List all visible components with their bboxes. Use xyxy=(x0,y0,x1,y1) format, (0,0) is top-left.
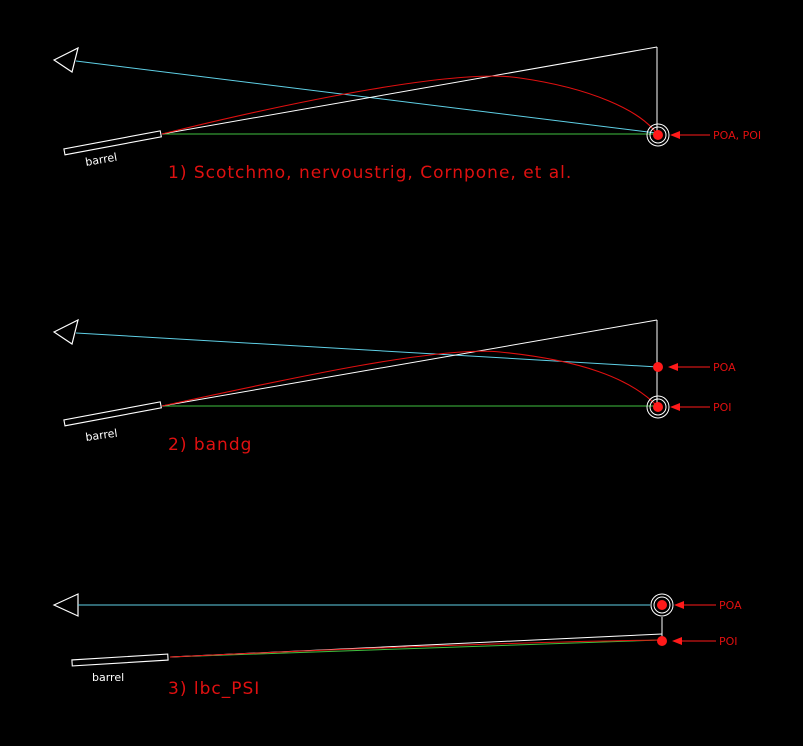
marker-label-poi: POI xyxy=(719,635,738,648)
bullet-trajectory xyxy=(161,75,658,135)
diagram-caption: 1) Scotchmo, nervoustrig, Cornpone, et a… xyxy=(168,163,572,183)
red-dot-icon xyxy=(657,636,667,646)
bore-axis-extension xyxy=(161,46,658,135)
eye-icon xyxy=(52,46,79,73)
target-ring-icon xyxy=(646,123,670,147)
diagram-3: barrel POA POI 3) lbc_PSI xyxy=(52,593,742,699)
arrow-icon xyxy=(670,403,680,411)
arrow-icon xyxy=(672,637,682,645)
marker-label-poi: POI xyxy=(713,401,732,414)
bore-axis-extension xyxy=(161,319,658,407)
barrel-shape xyxy=(63,130,162,156)
arrow-icon xyxy=(674,601,684,609)
barrel-label: barrel xyxy=(92,671,124,684)
marker-label-poa: POA xyxy=(719,599,742,612)
diagram-2: barrel POA POI 2) bandg xyxy=(52,318,736,455)
diagram-1: barrel POA, POI 1) Scotchmo, nervoustrig… xyxy=(52,46,761,183)
arrow-icon xyxy=(670,131,680,139)
bullet-trajectory xyxy=(161,350,658,407)
marker-label-poa: POA xyxy=(713,361,736,374)
barrel-label: barrel xyxy=(84,151,118,169)
barrel-shape xyxy=(63,401,162,427)
arrow-icon xyxy=(668,363,678,371)
diagram-caption: 2) bandg xyxy=(168,435,252,455)
eye-icon xyxy=(52,318,79,345)
bore-line xyxy=(169,639,661,658)
target-ring-icon xyxy=(650,593,674,617)
target-ring-icon xyxy=(646,395,670,419)
marker-label-poa-poi: POA, POI xyxy=(713,129,761,142)
bullet-trajectory xyxy=(169,639,663,658)
barrel-shape xyxy=(71,653,169,667)
red-dot-icon xyxy=(653,362,663,372)
barrel-label: barrel xyxy=(85,427,119,444)
diagram-caption: 3) lbc_PSI xyxy=(168,679,260,699)
line-of-sight xyxy=(75,60,657,134)
